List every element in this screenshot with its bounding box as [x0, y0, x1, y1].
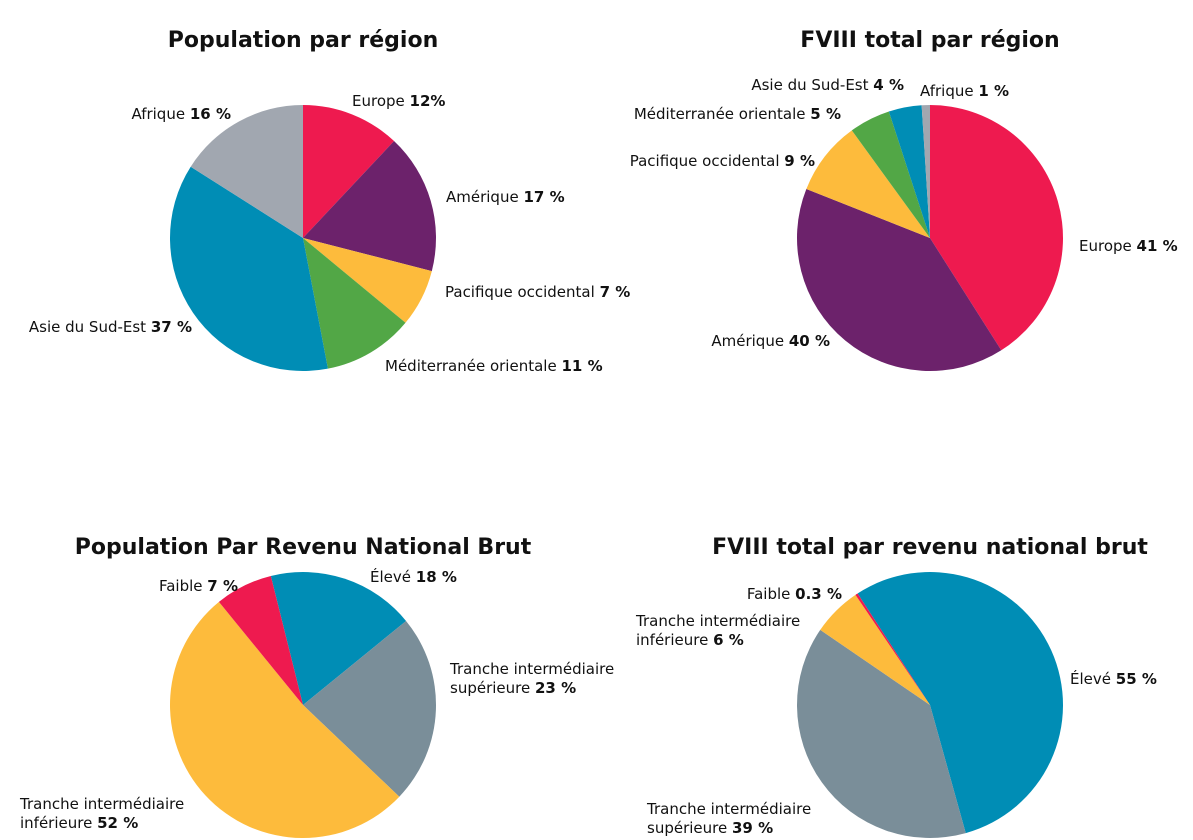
pie-slice	[303, 238, 432, 323]
slice-label: Pacifique occidental 7 %	[445, 283, 630, 302]
value-label: 55 %	[1115, 670, 1157, 688]
value-label: 52 %	[97, 814, 139, 832]
pie-slice	[170, 166, 328, 371]
value-label: 0.3 %	[795, 585, 842, 603]
slice-label: Amérique 17 %	[446, 188, 565, 207]
slice-label: Amérique 40 %	[711, 332, 830, 351]
category-label: Afrique	[131, 105, 186, 123]
slice-label: Élevé 55 %	[1070, 670, 1157, 689]
category-label: Tranche intermédiaire supérieure	[450, 660, 615, 697]
category-label: Tranche intermédiaire supérieure	[647, 800, 812, 837]
value-label: 41 %	[1136, 237, 1178, 255]
value-label: 7 %	[599, 283, 631, 301]
pie-slice	[303, 238, 406, 369]
pie-slice	[857, 571, 1064, 834]
chart-title: FVIII total par région	[800, 28, 1060, 53]
slice-label: Méditerranée orientale 5 %	[634, 105, 841, 124]
category-label: Amérique	[446, 188, 519, 206]
pie-slice	[855, 593, 930, 705]
category-label: Élevé	[370, 568, 411, 586]
slice-label: Méditerranée orientale 11 %	[385, 357, 603, 376]
pie-slice	[806, 130, 930, 238]
category-label: Élevé	[1070, 670, 1111, 688]
pie-slice	[851, 111, 930, 238]
pie-slice	[303, 620, 437, 797]
chart-title: Population Par Revenu National Brut	[74, 535, 532, 560]
value-label: 6 %	[713, 631, 744, 649]
value-label: 12%	[409, 92, 446, 110]
slice-label: Afrique 16 %	[131, 105, 231, 124]
value-label: 16 %	[189, 105, 231, 123]
chart-title: FVIII total par revenu national brut	[712, 535, 1148, 560]
slice-label: Faible 7 %	[159, 577, 238, 596]
slice-label: Élevé 18 %	[370, 568, 457, 587]
pie-slice	[218, 575, 303, 705]
value-label: 1 %	[978, 82, 1010, 100]
category-label: Pacifique occidental	[445, 283, 595, 301]
value-label: 9 %	[784, 152, 815, 170]
category-label: Tranche intermédiaire inférieure	[636, 612, 801, 649]
value-label: 17 %	[523, 188, 565, 206]
pie-slice	[921, 105, 930, 238]
pie-slice	[797, 629, 966, 838]
value-label: 5 %	[810, 105, 841, 123]
slice-label: Tranche intermédiaire inférieure 6 %	[636, 612, 836, 650]
slice-label: Afrique 1 %	[920, 82, 1009, 101]
slice-label: Europe 41 %	[1079, 237, 1178, 256]
slice-label: Faible 0.3 %	[747, 585, 842, 604]
value-label: 18 %	[415, 568, 457, 586]
pie-slice	[820, 594, 930, 705]
value-label: 11 %	[561, 357, 603, 375]
chart-title: Population par région	[167, 28, 439, 53]
slice-label: Tranche intermédiaire supérieure 23 %	[450, 660, 635, 698]
category-label: Méditerranée orientale	[633, 105, 806, 123]
category-label: Tranche intermédiaire inférieure	[20, 795, 185, 832]
value-label: 7 %	[207, 577, 238, 595]
category-label: Pacifique occidental	[629, 152, 780, 170]
category-label: Asie du Sud-Est	[28, 318, 147, 336]
category-label: Asie du Sud-Est	[751, 76, 869, 94]
category-label: Méditerranée orientale	[385, 357, 557, 375]
value-label: 39 %	[732, 819, 774, 837]
slice-label: Pacifique occidental 9 %	[630, 152, 815, 171]
value-label: 37 %	[150, 318, 192, 336]
pie-slice	[170, 601, 400, 838]
pie-slice	[270, 572, 407, 705]
category-label: Afrique	[920, 82, 974, 100]
category-label: Amérique	[711, 332, 785, 350]
category-label: Faible	[158, 577, 203, 595]
category-label: Faible	[746, 585, 791, 603]
value-label: 23 %	[535, 679, 577, 697]
pie-slice	[303, 141, 436, 272]
value-label: 4 %	[873, 76, 904, 94]
pie-slice	[303, 105, 395, 238]
pie-slice	[797, 189, 1002, 371]
slice-label: Tranche intermédiaire supérieure 39 %	[647, 800, 837, 838]
pie-slice	[190, 105, 303, 238]
slice-label: Asie du Sud-Est 4 %	[751, 76, 904, 95]
value-label: 40 %	[788, 332, 830, 350]
category-label: Europe	[352, 92, 405, 110]
pie-slice	[888, 105, 930, 238]
slice-label: Tranche intermédiaire inférieure 52 %	[20, 795, 210, 833]
pie-slice	[930, 105, 1063, 351]
slice-label: Europe 12%	[352, 92, 445, 111]
slice-label: Asie du Sud-Est 37 %	[29, 318, 192, 337]
category-label: Europe	[1079, 237, 1132, 255]
